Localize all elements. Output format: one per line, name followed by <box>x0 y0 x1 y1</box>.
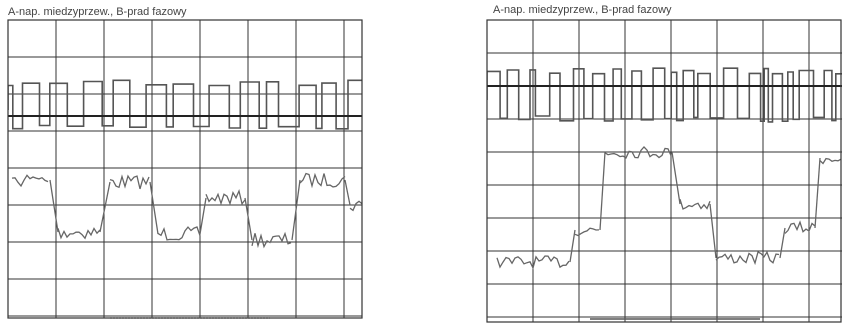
scope-panel <box>487 20 842 322</box>
panel-frame <box>8 20 362 318</box>
panel-frame <box>487 20 841 322</box>
panel-title: A-nap. miedzyprzew., B-prad fazowy <box>493 4 672 16</box>
current-trace <box>150 182 158 234</box>
voltage-trace <box>8 80 368 129</box>
current-trace <box>200 198 206 234</box>
current-trace <box>785 222 815 233</box>
current-trace <box>58 228 100 238</box>
voltage-trace <box>487 68 842 122</box>
page: A-nap. miedzyprzew., B-prad fazowy A-nap… <box>0 0 842 328</box>
current-trace <box>710 204 716 258</box>
current-trace <box>672 152 680 204</box>
current-trace <box>780 228 785 258</box>
current-trace <box>12 175 48 186</box>
current-trace <box>300 174 345 187</box>
current-trace <box>50 180 58 232</box>
current-trace <box>570 230 575 262</box>
current-trace <box>716 252 779 263</box>
current-trace <box>206 191 245 204</box>
current-trace <box>820 159 841 164</box>
current-trace <box>350 201 362 210</box>
current-trace <box>158 227 200 240</box>
panel-title: A-nap. miedzyprzew., B-prad fazowy <box>8 6 187 18</box>
current-trace <box>100 182 110 232</box>
current-trace <box>680 199 710 209</box>
current-trace <box>252 233 291 246</box>
scope-figure: A-nap. miedzyprzew., B-prad fazowy A-nap… <box>0 0 842 328</box>
current-trace <box>345 180 350 205</box>
scope-panel <box>8 20 368 318</box>
current-trace <box>110 176 149 189</box>
